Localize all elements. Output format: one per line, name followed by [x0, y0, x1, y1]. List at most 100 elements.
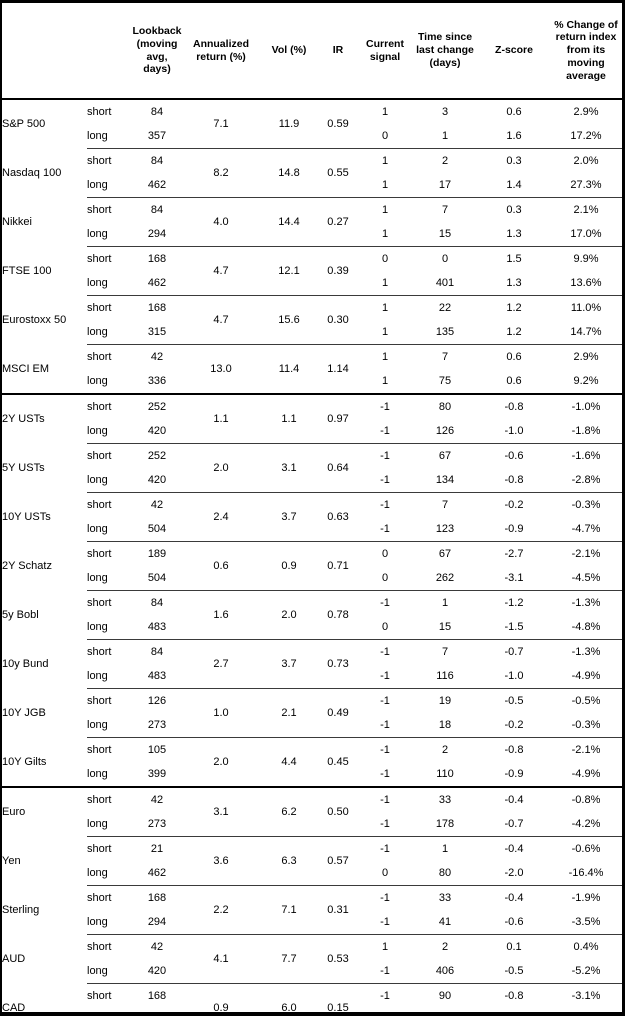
ir-cell: 1.14 [318, 344, 358, 394]
lookback-cell: 42 [132, 934, 182, 959]
time-since-cell: 75 [438, 374, 452, 387]
side-label-long: long [87, 227, 108, 240]
current-signal-cell: -1 [358, 688, 412, 713]
current-signal-cell: 1 [381, 105, 389, 118]
time-since-cell: 33 [412, 885, 478, 910]
current-signal-cell: -1 [358, 1008, 412, 1012]
side-label-short: short [87, 197, 132, 222]
current-signal-cell: -1 [358, 590, 412, 615]
z-score-cell: 1.3 [506, 276, 522, 289]
time-since-cell: 7 [412, 197, 478, 222]
z-score-cell: 1.4 [506, 178, 522, 191]
pct-change-cell: 17.2% [570, 129, 602, 142]
current-signal-cell: -1 [358, 836, 412, 861]
vol-cell: 7.1 [260, 885, 318, 935]
instrument-row-long: long 420 -1 406 -0.5 -5.2% [2, 959, 622, 984]
annualized-return-cell: 7.1 [213, 117, 229, 130]
time-since-cell: 7 [412, 639, 478, 664]
pct-change-cell: -1.6% [550, 443, 622, 468]
current-signal-cell: 1 [358, 344, 412, 369]
instrument-name: Yen [2, 854, 21, 867]
side-label-short: short [87, 492, 132, 517]
pct-change-cell: -4.2% [571, 817, 601, 830]
pct-change-cell: 0.4% [550, 934, 622, 959]
current-signal-cell: -1 [358, 786, 412, 812]
header-instrument [2, 3, 87, 100]
annualized-return-cell: 2.0 [182, 443, 260, 493]
side-label-short: short [87, 737, 132, 762]
time-since-cell: 22 [412, 295, 478, 320]
side-label-short: short [87, 393, 132, 419]
current-signal-cell: 1 [381, 374, 389, 387]
time-since-cell: 2 [412, 934, 478, 959]
instrument-row-long: long 399 -1 110 -0.9 -4.9% [2, 762, 622, 787]
instrument-row-short: 10Y USTs short 42 2.4 3.7 0.63 -1 7 -0.2 -0.3% [2, 492, 622, 542]
annualized-return-cell: 13.0 [182, 344, 260, 394]
instrument-row-long: long 483 0 15 -1.5 -4.8% [2, 615, 622, 640]
side-label-long: long [87, 473, 108, 486]
instrument-name: 10y Bund [2, 657, 49, 670]
time-since-cell: 1 [441, 129, 449, 142]
current-signal-cell: 1 [358, 197, 412, 222]
instrument-name: Euro [2, 786, 87, 837]
instrument-row-short: 10Y JGB short 126 1.0 2.1 0.49 -1 19 -0.5 -0.5% [2, 688, 622, 738]
z-score-cell: 0.3 [478, 197, 550, 222]
instrument-name: AUD [2, 952, 26, 965]
time-since-cell: 7 [412, 492, 478, 517]
time-since-cell: 41 [438, 915, 452, 928]
lookback-cell: 189 [132, 541, 182, 566]
ir-cell: 0.78 [318, 590, 358, 640]
time-since-cell: 0 [412, 246, 478, 271]
instrument-name: MSCI EM [2, 362, 50, 375]
lookback-cell: 252 [132, 393, 182, 419]
instrument-row-long: long 483 -1 116 -1.0 -4.9% [2, 664, 622, 689]
instrument-row-short: Eurostoxx 50 short 168 4.7 15.6 0.30 1 22 1.2 11.… [2, 295, 622, 345]
header-lookback: Lookback (moving avg, days) [132, 3, 182, 100]
instrument-row-long: long 294 -1 41 -0.6 -3.5% [2, 910, 622, 935]
annualized-return-cell: 1.1 [182, 393, 260, 444]
instrument-name: Eurostoxx 50 [2, 313, 67, 326]
instrument-row-short: AUD short 42 4.1 7.7 0.53 1 2 0.1 0.4% [2, 934, 622, 984]
lookback-cell: 357 [147, 129, 167, 142]
time-since-cell: 126 [435, 424, 455, 437]
lookback-cell: 504 [147, 571, 167, 584]
header-vol: Vol (%) [260, 3, 318, 100]
current-signal-cell: -1 [380, 767, 390, 780]
z-score-cell: -1.5 [504, 620, 524, 633]
time-since-cell: 15 [438, 620, 452, 633]
pct-change-cell: -0.3% [550, 492, 622, 517]
z-score-cell: -0.5 [478, 688, 550, 713]
pct-change-cell: -0.5% [550, 688, 622, 713]
side-label-short: short [87, 541, 132, 566]
time-since-cell: 1 [412, 836, 478, 861]
side-label-long: long [87, 374, 108, 387]
instrument-row-long: long 294 1 15 1.3 17.0% [2, 222, 622, 247]
z-score-cell: -1.0 [504, 424, 524, 437]
current-signal-cell: -1 [380, 964, 390, 977]
current-signal-cell: 1 [358, 148, 412, 173]
instrument-row-long: long 273 -1 178 -0.7 -4.2% [2, 812, 622, 837]
lookback-cell: 399 [147, 767, 167, 780]
z-score-cell: -0.9 [504, 522, 524, 535]
ir-cell: 0.55 [318, 148, 358, 198]
side-label-short: short [87, 786, 132, 812]
vol-cell: 4.4 [260, 737, 318, 787]
z-score-cell: -2.7 [478, 541, 550, 566]
side-label-short: short [87, 639, 132, 664]
pct-change-cell: -3.1% [550, 983, 622, 1008]
instrument-name: 10Y USTs [2, 510, 51, 523]
instrument-row-long: long 504 -1 123 -0.9 -4.7% [2, 517, 622, 542]
lookback-cell: 273 [147, 817, 167, 830]
z-score-cell: -0.4 [478, 885, 550, 910]
z-score-cell: -1.2 [478, 590, 550, 615]
ir-cell: 0.50 [318, 786, 358, 837]
time-since-cell: 135 [435, 325, 455, 338]
lookback-cell: 126 [132, 688, 182, 713]
instrument-row-long: long 420 -1 134 -0.8 -2.8% [2, 468, 622, 493]
z-score-cell: -0.5 [504, 964, 524, 977]
instrument-row-long: long 420 -1 126 -1.0 -1.8% [2, 419, 622, 444]
pct-change-cell: -7.1% [550, 1008, 622, 1012]
lookback-cell: 42 [132, 492, 182, 517]
pct-change-cell: 27.3% [570, 178, 602, 191]
pct-change-cell: -2.8% [571, 473, 601, 486]
